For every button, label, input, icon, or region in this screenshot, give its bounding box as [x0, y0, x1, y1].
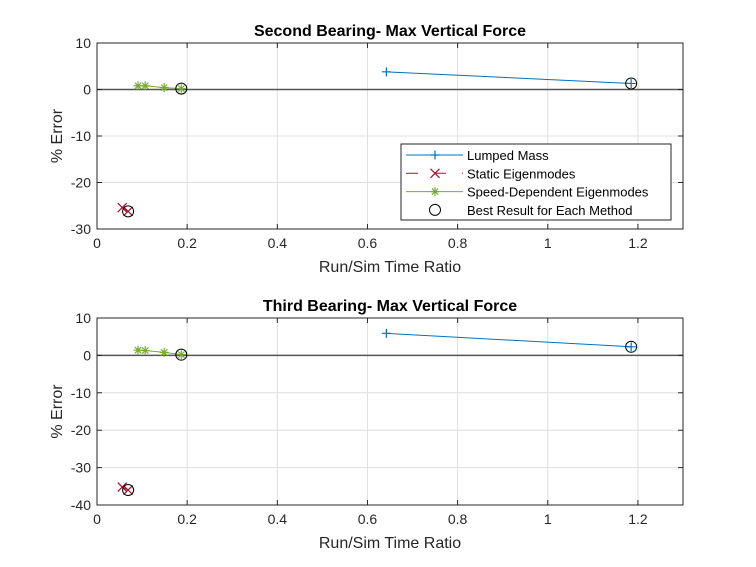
- series-line: [386, 332, 632, 348]
- y-tick-label: -20: [71, 422, 91, 438]
- data-point: [176, 350, 186, 360]
- data-point: [625, 340, 638, 353]
- legend: Lumped Mass Static Eigenmodes Speed-Depend…: [400, 143, 672, 221]
- data-point: [122, 205, 135, 218]
- series-lumped-mass: [381, 328, 636, 352]
- y-axis-label: % Error: [49, 384, 66, 439]
- data-point: [159, 347, 169, 357]
- data-point: [122, 484, 135, 497]
- legend-entry: Lumped Mass: [406, 148, 549, 163]
- legend-marker: [430, 187, 440, 197]
- chart-1: 0 0.2 0.4 0.6 0.8 1 1.2 10 0 -10 -20 -30 Second Bear…: [49, 23, 684, 276]
- x-tick-label: 0.8: [448, 235, 468, 251]
- legend-entry: Best Result for Each Method: [429, 203, 632, 218]
- y-tick-label: -30: [71, 460, 91, 476]
- series-best-result-for-each-method: [122, 77, 638, 218]
- legend-label: Speed-Dependent Eigenmodes: [467, 185, 649, 200]
- y-tick-label: -30: [71, 221, 91, 237]
- y-tick-label: 10: [75, 35, 91, 51]
- y-tick-label: -10: [71, 385, 91, 401]
- x-tick-label: 0.6: [358, 235, 378, 251]
- x-tick-label: 0: [93, 235, 101, 251]
- legend-entry: Speed-Dependent Eigenmodes: [406, 185, 649, 200]
- y-tick-label: -10: [71, 128, 91, 144]
- data-point: [626, 78, 636, 88]
- series-static-eigenmodes: [117, 482, 134, 495]
- data-point: [381, 67, 391, 77]
- data-point: [175, 348, 188, 361]
- chart-title: Second Bearing- Max Vertical Force: [254, 23, 526, 40]
- x-tick-label: 0.4: [268, 235, 288, 251]
- series-speed-dependent-eigenmodes: [133, 345, 186, 360]
- series-speed-dependent-eigenmodes: [133, 81, 186, 94]
- x-tick-label: 1: [544, 235, 552, 251]
- data-point: [140, 81, 150, 91]
- chart-2: 0 0.2 0.4 0.6 0.8 1 1.2 10 0 -10 -20 -30 -40 Third Be…: [49, 298, 684, 552]
- x-tick-label: 1.2: [628, 235, 648, 251]
- data-point: [140, 346, 150, 356]
- y-axis-label: % Error: [49, 108, 66, 163]
- x-tick-label: 0.6: [358, 511, 378, 527]
- legend-box: [400, 143, 672, 221]
- x-tick-label: 0.2: [177, 235, 197, 251]
- data-point: [175, 82, 188, 95]
- y-tick-label: 10: [75, 310, 91, 326]
- y-tick-label: -20: [71, 175, 91, 191]
- series-best-result-for-each-method: [122, 340, 638, 497]
- y-tick-label: -40: [71, 497, 91, 513]
- data-point: [381, 328, 391, 338]
- legend-marker: [430, 168, 440, 179]
- data-point: [159, 83, 169, 93]
- data-point: [117, 202, 128, 213]
- y-tick-label: 0: [83, 347, 91, 363]
- data-point: [123, 485, 134, 495]
- legend-label: Lumped Mass: [467, 148, 549, 163]
- x-tick-label: 0.4: [268, 511, 288, 527]
- legend-label: Static Eigenmodes: [467, 166, 576, 181]
- x-tick-label: 1.2: [628, 511, 648, 527]
- series-lumped-mass: [381, 67, 636, 88]
- data-point: [123, 206, 134, 217]
- chart-title: Third Bearing- Max Vertical Force: [263, 298, 517, 315]
- axes-box: [96, 317, 684, 506]
- data-point: [625, 77, 638, 90]
- data-point: [117, 482, 128, 492]
- legend-label: Best Result for Each Method: [467, 203, 632, 218]
- legend-marker: [430, 150, 440, 160]
- series-line: [386, 71, 632, 84]
- legend-marker: [429, 203, 441, 216]
- data-point: [626, 342, 636, 352]
- data-point: [176, 84, 186, 94]
- data-point: [133, 81, 143, 91]
- y-tick-label: 0: [83, 82, 91, 98]
- x-axis-label: Run/Sim Time Ratio: [319, 259, 461, 276]
- legend-entry: Static Eigenmodes: [406, 166, 576, 181]
- x-tick-label: 0.2: [177, 511, 197, 527]
- x-tick-label: 1: [544, 511, 552, 527]
- series-static-eigenmodes: [117, 202, 134, 217]
- x-tick-label: 0: [93, 511, 101, 527]
- data-point: [133, 345, 143, 355]
- x-tick-label: 0.8: [448, 511, 468, 527]
- x-axis-label: Run/Sim Time Ratio: [319, 535, 461, 552]
